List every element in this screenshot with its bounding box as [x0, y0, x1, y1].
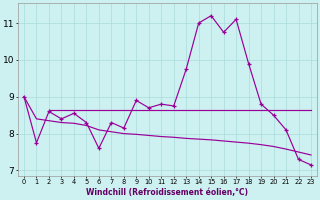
X-axis label: Windchill (Refroidissement éolien,°C): Windchill (Refroidissement éolien,°C)	[86, 188, 249, 197]
